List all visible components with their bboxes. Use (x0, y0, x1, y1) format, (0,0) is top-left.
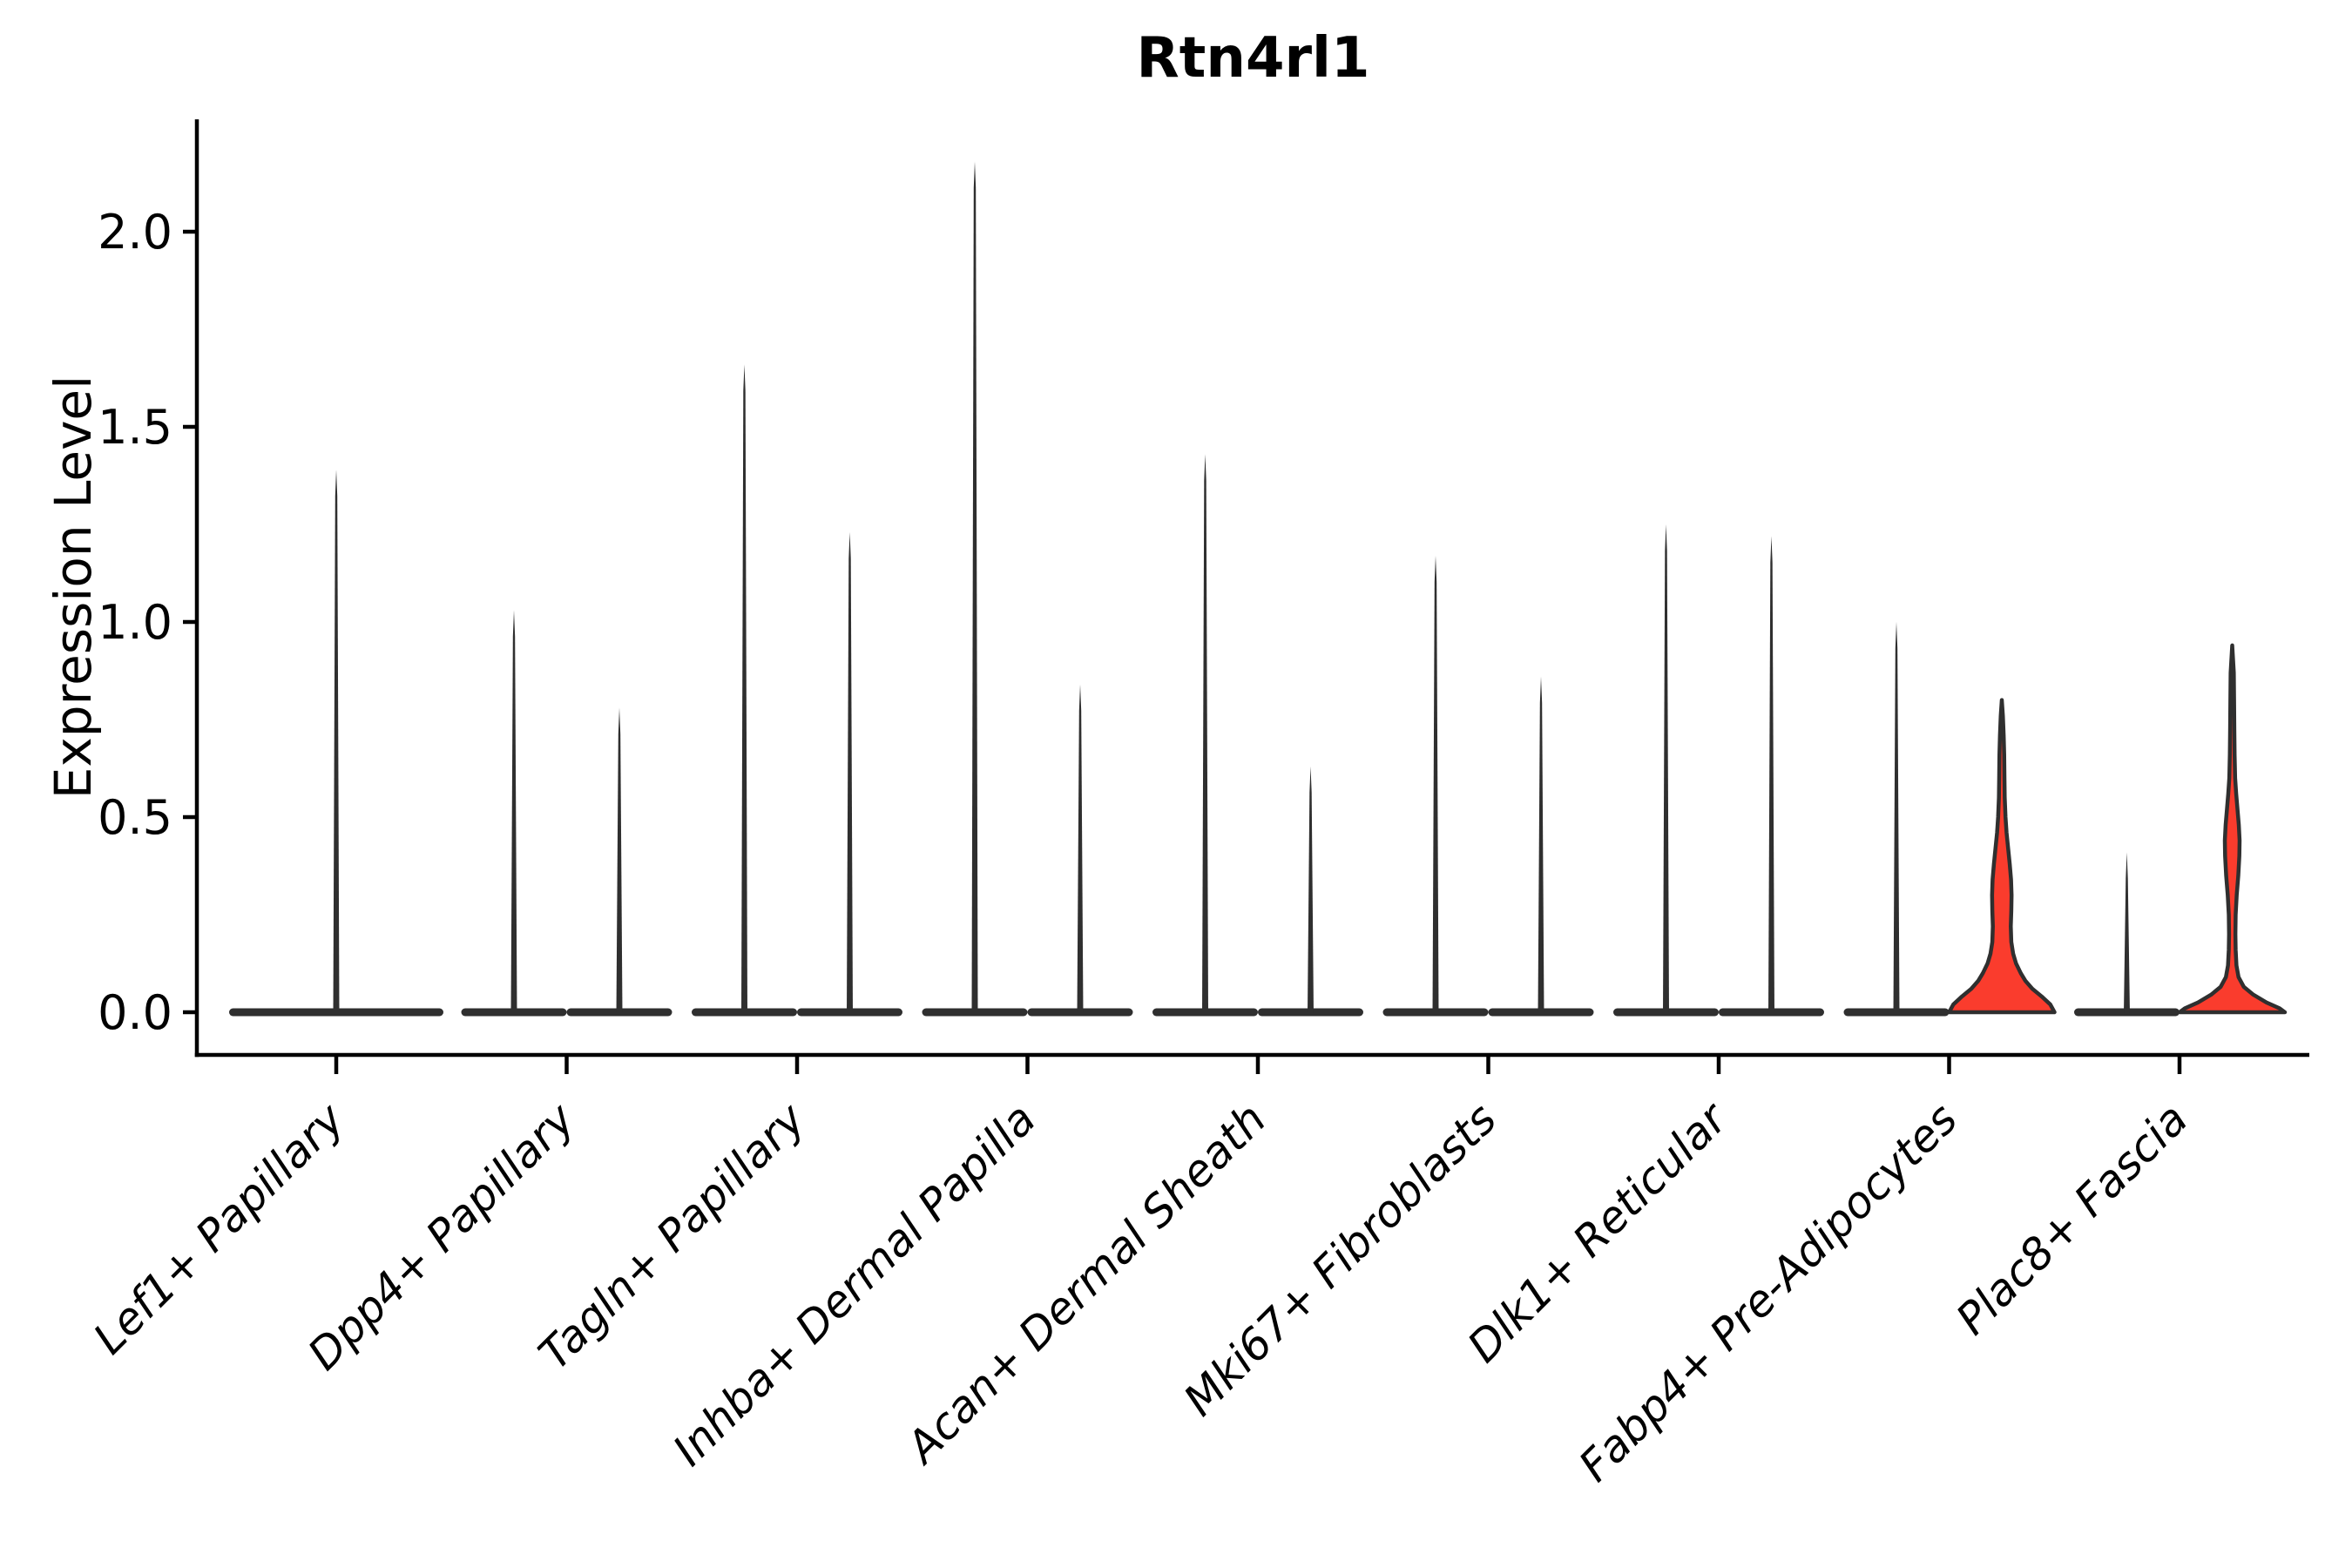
violin-spike (510, 610, 517, 1014)
violin-spike (1538, 676, 1544, 1014)
violin-spike (1663, 524, 1669, 1014)
violin-spike (971, 161, 978, 1015)
violin-spike (1308, 766, 1314, 1014)
violin-spike (1077, 684, 1084, 1014)
y-tick-label: 0.0 (98, 985, 172, 1040)
violin-spike (1893, 622, 1900, 1014)
violin-spike (616, 707, 623, 1014)
x-tick-label: Plac8+ Fascia (1947, 1093, 2198, 1344)
violin-spike (1202, 454, 1208, 1014)
y-tick-label: 0.5 (98, 790, 172, 845)
violin-spike (741, 364, 747, 1014)
violin-density (1947, 698, 2057, 1015)
violin-density (2177, 643, 2288, 1015)
y-tick-label: 2.0 (98, 205, 172, 260)
chart-title: Rtn4rl1 (1136, 26, 1370, 91)
y-tick-label: 1.0 (98, 595, 172, 650)
violin-spike (2124, 852, 2130, 1014)
y-tick-label: 1.5 (98, 400, 172, 455)
x-tick-label: Fabp4+ Pre-Adipocytes (1569, 1093, 1967, 1491)
violin-spike (847, 531, 853, 1014)
x-tick-label: Inhba+ Dermal Papilla (664, 1093, 1045, 1475)
violin-spike (333, 470, 340, 1014)
violin-spike (1768, 536, 1774, 1014)
violin-spike (1432, 555, 1439, 1014)
x-tick-label: Lef1+ Papillary (84, 1092, 355, 1363)
